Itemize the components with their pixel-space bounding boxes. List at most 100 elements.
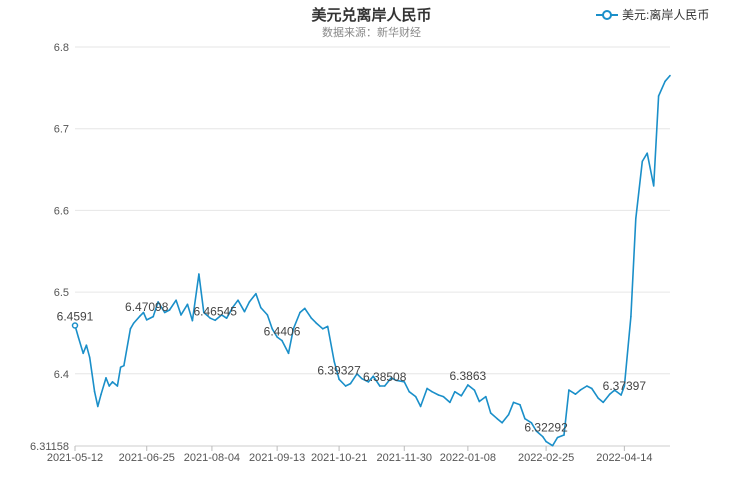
data-point [556,436,559,439]
data-point [372,375,375,378]
data-point [88,356,91,359]
y-tick-label: 6.8 [54,42,69,54]
data-point [361,377,363,380]
data-point [669,74,671,77]
data-point [266,314,269,316]
data-point [243,310,246,313]
data-point [630,315,632,318]
data-point [473,389,476,391]
data-point [326,325,329,328]
data-point [225,317,228,320]
data-point [237,299,239,302]
data-point [602,401,604,404]
data-point [379,385,381,387]
data-point [519,404,521,406]
data-point [93,390,96,393]
data-point [168,309,171,311]
data-point [574,393,577,395]
data-point [634,217,637,220]
data-point [209,317,212,320]
data-point [586,385,588,387]
data-point [271,328,274,330]
legend-line-icon [596,9,618,20]
x-tick-label: 2021-05-12 [47,452,103,464]
data-point [431,390,433,393]
data-point [186,303,189,306]
data-point [383,385,386,387]
y-tick-label: 6.5 [54,287,69,299]
data-point [108,385,111,387]
data-point [139,314,142,317]
data-point [132,322,135,324]
data-point [652,185,655,187]
data-point [304,307,306,310]
data-point [100,393,102,395]
x-tick-label: 2021-10-21 [311,452,367,464]
data-label: 6.32292 [524,421,568,435]
data-point [281,339,283,342]
data-point [467,384,469,386]
x-tick-label: 2021-09-13 [249,452,305,464]
y-tick-label: 6.6 [54,205,69,217]
data-point [484,395,487,398]
data-point [105,377,107,379]
data-point [507,413,510,416]
data-point [142,311,145,314]
data-point [276,336,278,338]
data-point [82,352,84,355]
data-point [454,390,456,393]
data-label: 6.46545 [193,304,237,318]
data-label: 6.38508 [363,370,407,384]
data-point [145,319,148,321]
data-point [202,311,205,314]
data-point [198,273,200,275]
data-point [545,440,547,443]
data-point [496,417,499,420]
data-point [152,315,155,318]
y-tick-label: 6.31158 [30,441,69,453]
legend[interactable]: 美元:离岸人民币 [596,6,709,23]
data-point [442,395,445,398]
x-tick-label: 2021-11-30 [377,452,432,464]
data-point [449,401,451,404]
data-point [646,152,648,154]
x-tick-label: 2022-01-08 [440,452,496,464]
data-point [111,381,114,383]
data-point [568,389,570,391]
data-point [310,317,313,320]
data-point [460,395,463,397]
data-point [512,401,515,404]
data-point [501,421,503,424]
data-point [157,301,159,303]
data-point [478,400,481,403]
data-point [129,328,132,330]
data-point [287,352,290,355]
data-point [163,311,166,314]
data-point [657,95,660,97]
data-label: 6.47098 [125,300,169,314]
chart-title: 美元兑离岸人民币 [311,7,432,24]
data-point [367,381,370,383]
data-point [403,381,406,383]
data-point [248,301,251,303]
y-tick-label: 6.4 [54,369,69,381]
data-point [579,389,582,391]
chart-subtitle: 数据来源：新华财经 [322,27,421,39]
data-point [542,435,544,438]
data-point [299,311,301,314]
data-point [214,319,216,322]
data-point [180,314,182,316]
data-point [260,306,262,309]
data-point [641,160,644,163]
data-point [551,444,554,447]
data-point [175,299,177,302]
data-point [408,390,410,393]
data-point [338,378,340,381]
data-point [437,394,440,396]
legend-label: 美元:离岸人民币 [622,8,710,22]
data-point [191,319,194,322]
data-point [349,382,352,385]
data-label: 6.4406 [264,325,301,339]
data-point [356,372,358,375]
